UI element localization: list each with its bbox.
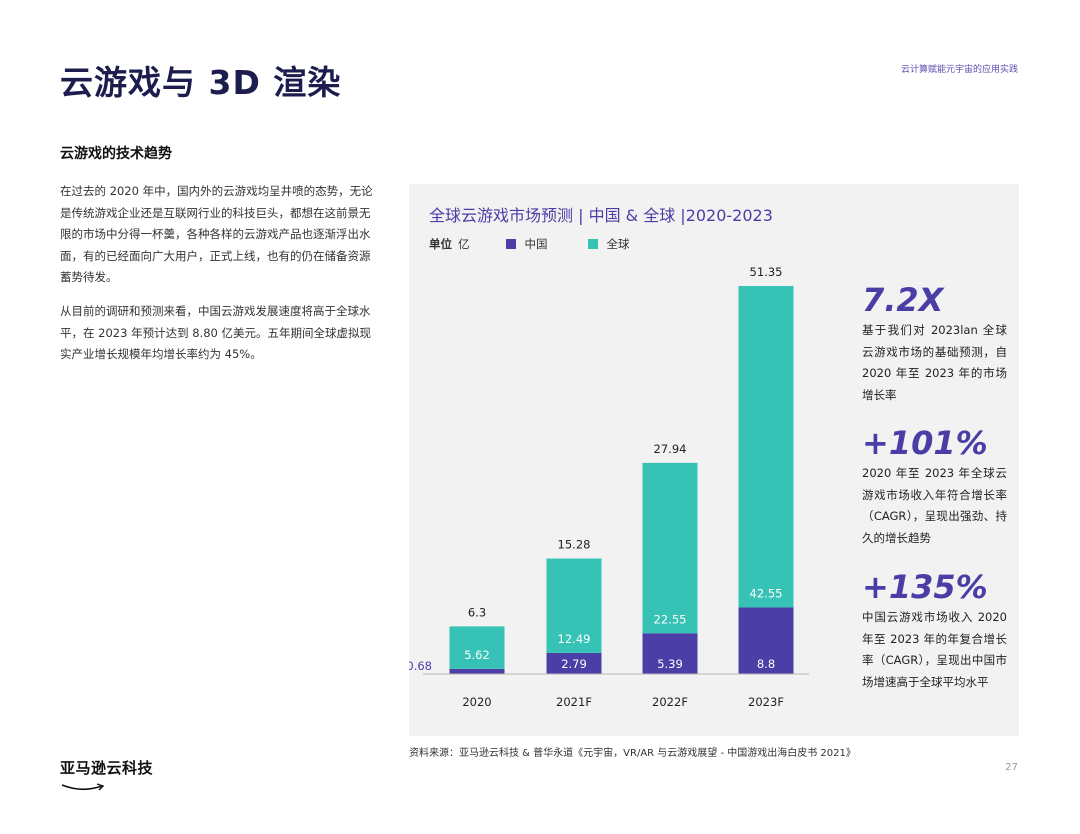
data-label-global-2022F: 22.55 <box>654 612 687 626</box>
data-label-total-2022F: 27.94 <box>654 442 687 456</box>
company-logo: 亚马逊云科技 <box>60 757 153 797</box>
stat-block-1: 7.2X 基于我们对 2023lan 全球云游戏市场的基础预测，自 2020 年… <box>862 282 1007 406</box>
stat-description: 中国云游戏市场收入 2020 年至 2023 年的年复合增长率（CAGR），呈现… <box>862 610 1007 689</box>
page-number: 27 <box>1005 762 1018 773</box>
data-label-global-2023F: 42.55 <box>750 587 783 601</box>
data-label-china-2020: 0.68 <box>409 659 432 673</box>
body-paragraph-1: 在过去的 2020 年中，国内外的云游戏均呈井喷的态势，无论是传统游戏企业还是互… <box>60 184 373 284</box>
legend-label-china: 中国 <box>524 237 548 251</box>
x-tick-label-2020: 2020 <box>462 695 491 709</box>
bar-china-2021F <box>546 652 602 674</box>
bar-global-2021F <box>546 558 602 653</box>
data-label-total-2021F: 15.28 <box>558 538 591 552</box>
stat-value: 7.2X <box>862 281 944 319</box>
smile-arrow-icon <box>61 783 105 791</box>
stat-value: +135% <box>862 568 988 606</box>
data-label-china-2023F: 8.8 <box>757 657 775 671</box>
data-label-global-2020: 5.62 <box>464 648 490 662</box>
x-tick-label-2021F: 2021F <box>556 695 592 709</box>
data-label-total-2020: 6.3 <box>468 605 486 619</box>
legend-label-global: 全球 <box>606 237 630 251</box>
header-note: 云计算赋能元宇宙的应用实践 <box>900 65 1018 75</box>
stat-description: 基于我们对 2023lan 全球云游戏市场的基础预测，自 2020 年至 202… <box>862 323 1007 402</box>
chart-title: 全球云游戏市场预测 | 中国 & 全球 |2020-2023 <box>429 206 773 225</box>
stat-block-2: +101% 2020 年至 2023 年全球云游戏市场收入年符合增长率（CAGR… <box>862 425 1007 549</box>
stat-block-3: +135% 中国云游戏市场收入 2020 年至 2023 年的年复合增长率（CA… <box>862 569 1007 693</box>
stat-value: +101% <box>862 424 988 462</box>
chart-legend: 单位 亿 中国 全球 <box>429 236 670 252</box>
unit-label: 单位 <box>429 237 452 251</box>
data-label-total-2023F: 51.35 <box>750 265 783 279</box>
chart-panel: 全球云游戏市场预测 | 中国 & 全球 |2020-2023 单位 亿 中国 全… <box>409 184 1019 736</box>
source-citation: 资料来源：亚马逊云科技 & 普华永道《元宇宙，VR/AR 与云游戏展望 - 中国… <box>409 748 856 759</box>
legend-swatch-china <box>505 239 516 249</box>
bar-china-2023F <box>738 607 794 674</box>
logo-text: 亚马逊云科技 <box>60 759 154 777</box>
x-tick-label-2023F: 2023F <box>748 695 784 709</box>
data-label-china-2022F: 5.39 <box>657 657 683 671</box>
x-tick-label-2022F: 2022F <box>652 695 688 709</box>
data-label-china-2021F: 2.79 <box>561 657 587 671</box>
bar-global-2022F <box>642 462 698 634</box>
bar-china-2020 <box>449 668 505 674</box>
unit-value: 亿 <box>458 237 470 251</box>
data-label-global-2021F: 12.49 <box>558 632 591 646</box>
legend-swatch-global <box>587 239 598 249</box>
bar-china-2022F <box>642 633 698 674</box>
bar-global-2020 <box>449 626 505 669</box>
bar-chart: 0.68 5.62 6.3 2020 2.79 12.49 15.28 2021F 5.39 22… <box>409 265 809 709</box>
page-title: 云游戏与 3D 渲染 <box>60 63 342 102</box>
body-paragraph-2: 从目前的调研和预测来看，中国云游戏发展速度将高于全球水平，在 2023 年预计达… <box>60 304 371 361</box>
bar-global-2023F <box>738 286 794 608</box>
section-title: 云游戏的技术趋势 <box>60 146 172 162</box>
stat-description: 2020 年至 2023 年全球云游戏市场收入年符合增长率（CAGR），呈现出强… <box>862 466 1007 545</box>
